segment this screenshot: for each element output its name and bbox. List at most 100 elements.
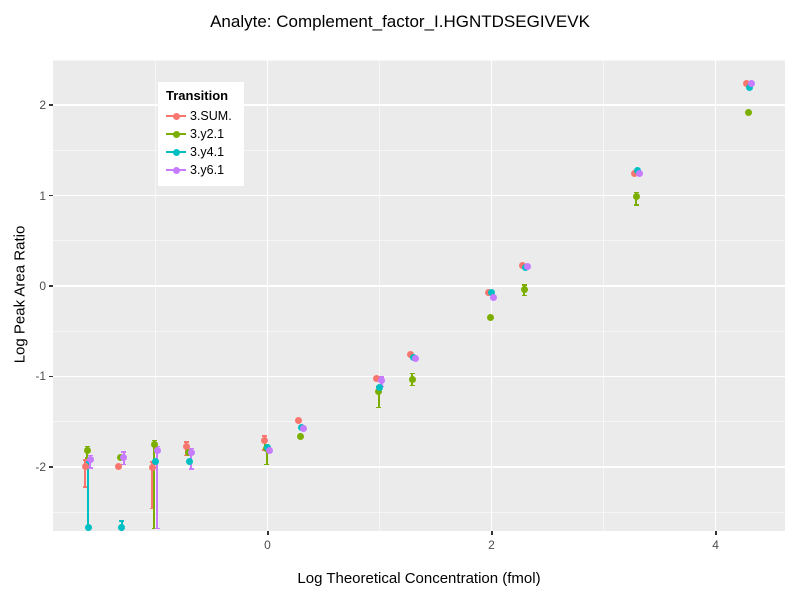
- error-bar: [153, 440, 156, 529]
- data-point: [488, 288, 496, 296]
- gridline-minor-horizontal: [53, 240, 785, 242]
- data-point: [487, 314, 495, 322]
- legend-pointrange-icon: [166, 163, 186, 177]
- legend-entry: 3.y4.1: [166, 143, 232, 161]
- error-bar-cap: [154, 445, 160, 448]
- gridline-major-vertical: [714, 60, 717, 531]
- x-tick-label: 0: [264, 538, 271, 552]
- data-point: [296, 433, 304, 441]
- error-bar-cap: [82, 486, 88, 488]
- data-point: [148, 464, 156, 472]
- legend: Transition 3.SUM. 3.y2.1 3.y4.1 3.y6.1: [158, 82, 244, 186]
- data-point: [150, 440, 158, 448]
- x-tick-label: 4: [712, 538, 719, 552]
- error-bar-cap: [154, 527, 160, 530]
- x-tick-mark: [491, 531, 493, 535]
- gridline-minor-vertical: [603, 60, 605, 531]
- data-point: [378, 377, 386, 385]
- error-bar-cap: [87, 454, 93, 457]
- data-point: [182, 443, 190, 451]
- x-tick-mark: [715, 531, 717, 535]
- data-point: [633, 166, 641, 174]
- y-tick-label: -2: [35, 459, 46, 474]
- data-point: [376, 383, 384, 391]
- error-bar-cap: [262, 435, 267, 437]
- y-tick-mark: [49, 194, 53, 197]
- error-bar-cap: [119, 520, 125, 522]
- error-bar-cap: [82, 459, 88, 461]
- error-bar-cap: [151, 439, 157, 442]
- error-bar-cap: [633, 204, 639, 206]
- data-point: [744, 108, 752, 116]
- gridline-minor-vertical: [379, 60, 381, 531]
- legend-label: 3.y6.1: [190, 163, 225, 177]
- data-point: [120, 454, 128, 462]
- error-bar: [87, 462, 90, 531]
- y-tick-label: 2: [39, 98, 46, 113]
- data-point: [84, 523, 92, 531]
- legend-title: Transition: [166, 88, 229, 103]
- error-bar-cap: [409, 384, 415, 387]
- data-point: [742, 80, 750, 87]
- error-bar-cap: [521, 294, 527, 297]
- plot-title: Analyte: Complement_factor_I.HGNTDSEGIVE…: [210, 12, 590, 31]
- data-point: [83, 447, 91, 455]
- data-point: [490, 294, 498, 302]
- gridline-major-horizontal: [53, 466, 785, 468]
- error-bar: [265, 445, 268, 465]
- gridline-minor-horizontal: [53, 60, 785, 61]
- gridline-minor-horizontal: [53, 421, 785, 423]
- error-bar-cap: [149, 507, 155, 510]
- error-bar-cap: [84, 445, 90, 448]
- data-point: [153, 447, 161, 455]
- error-bar-cap: [121, 451, 127, 453]
- error-bar-cap: [183, 441, 189, 443]
- legend-entry: 3.y2.1: [166, 125, 232, 143]
- legend-pointrange-icon: [166, 127, 186, 141]
- error-bar-cap: [188, 447, 194, 450]
- y-axis-title: Log Peak Area Ratio: [11, 225, 29, 363]
- error-bar-cap: [376, 406, 382, 409]
- legend-entry: 3.SUM.: [166, 107, 232, 125]
- gridline-major-horizontal: [53, 194, 785, 197]
- data-point: [299, 425, 307, 433]
- error-bar: [84, 460, 87, 487]
- gridline-major-horizontal: [53, 104, 785, 106]
- data-point: [373, 374, 381, 382]
- data-point: [261, 437, 268, 445]
- legend-label: 3.y2.1: [190, 127, 225, 141]
- data-point: [294, 417, 302, 425]
- gridline-major-horizontal: [53, 375, 785, 378]
- legend-label: 3.SUM.: [190, 109, 232, 123]
- data-point: [86, 456, 94, 464]
- error-bar-cap: [87, 467, 93, 469]
- data-point: [118, 523, 126, 531]
- y-tick-label: 0: [39, 279, 46, 293]
- gridline-major-vertical: [266, 60, 269, 531]
- error-bar-cap: [379, 376, 385, 378]
- y-tick-mark: [49, 375, 53, 378]
- gridline-minor-horizontal: [53, 511, 785, 513]
- error-bar-cap: [409, 372, 415, 375]
- error-bar-cap: [121, 463, 127, 466]
- data-point: [266, 447, 273, 455]
- data-point: [635, 170, 643, 178]
- y-tick-mark: [49, 104, 53, 106]
- error-bar-cap: [264, 463, 269, 466]
- plot-panel: Transition 3.SUM. 3.y2.1 3.y4.1 3.y6.1: [53, 60, 785, 531]
- error-bar: [151, 462, 154, 509]
- y-tick-mark: [49, 285, 53, 287]
- gridline-major-horizontal: [53, 285, 785, 287]
- x-tick-mark: [267, 531, 269, 535]
- data-point: [632, 193, 640, 200]
- data-point: [81, 463, 89, 471]
- data-point: [151, 457, 159, 465]
- legend-pointrange-icon: [166, 109, 186, 123]
- data-point: [411, 354, 419, 362]
- error-bar: [377, 387, 380, 408]
- gridline-minor-horizontal: [53, 149, 785, 151]
- data-point: [745, 83, 753, 91]
- data-point: [520, 286, 528, 294]
- legend-entries: 3.SUM. 3.y2.1 3.y4.1 3.y6.1: [166, 107, 232, 179]
